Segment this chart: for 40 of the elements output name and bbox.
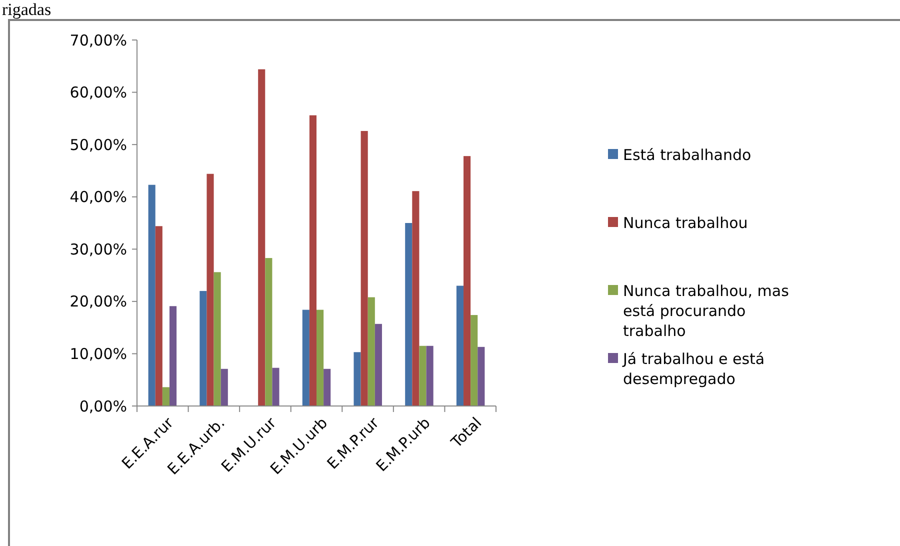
bar: [478, 346, 485, 406]
bar: [265, 258, 272, 406]
bar: [470, 315, 478, 406]
bar: [162, 387, 170, 406]
y-tick-label: 40,00%: [70, 188, 127, 206]
bar: [456, 286, 464, 406]
bar: [360, 130, 368, 406]
bar: [419, 346, 426, 406]
y-tick-label: 60,00%: [70, 84, 127, 102]
y-tick-label: 0,00%: [79, 397, 127, 416]
legend-label: Nunca trabalhou, mas está procurando trabalho: [623, 282, 790, 340]
bar: [214, 272, 221, 406]
legend-label: Nunca trabalhou: [623, 214, 748, 232]
bar: [220, 368, 228, 406]
y-tick-label: 30,00%: [70, 240, 127, 258]
bar: [302, 310, 310, 406]
y-tick-label: 20,00%: [70, 292, 127, 311]
legend-label: Já trabalhou e está desempregado: [622, 350, 765, 388]
y-tick-label: 10,00%: [70, 344, 127, 363]
bar: [324, 368, 331, 406]
bar: [309, 115, 316, 406]
bar: [464, 156, 471, 406]
text: rigadas: [2, 0, 52, 19]
bar: [405, 223, 412, 406]
y-tick-label: 50,00%: [70, 136, 127, 154]
bar: [368, 297, 375, 406]
bar: [200, 290, 207, 406]
bar: [206, 174, 214, 406]
bar: [354, 352, 361, 406]
bar: [169, 306, 177, 406]
bar: [258, 69, 266, 406]
bar: [374, 324, 382, 406]
bar: [155, 226, 162, 406]
bar: [412, 191, 420, 406]
legend-label: Está trabalhando: [623, 146, 752, 164]
bar: [426, 346, 434, 406]
bar: [316, 310, 324, 406]
bar: [148, 184, 156, 406]
y-tick-label: 70,00%: [70, 31, 127, 50]
bar: [272, 368, 280, 406]
